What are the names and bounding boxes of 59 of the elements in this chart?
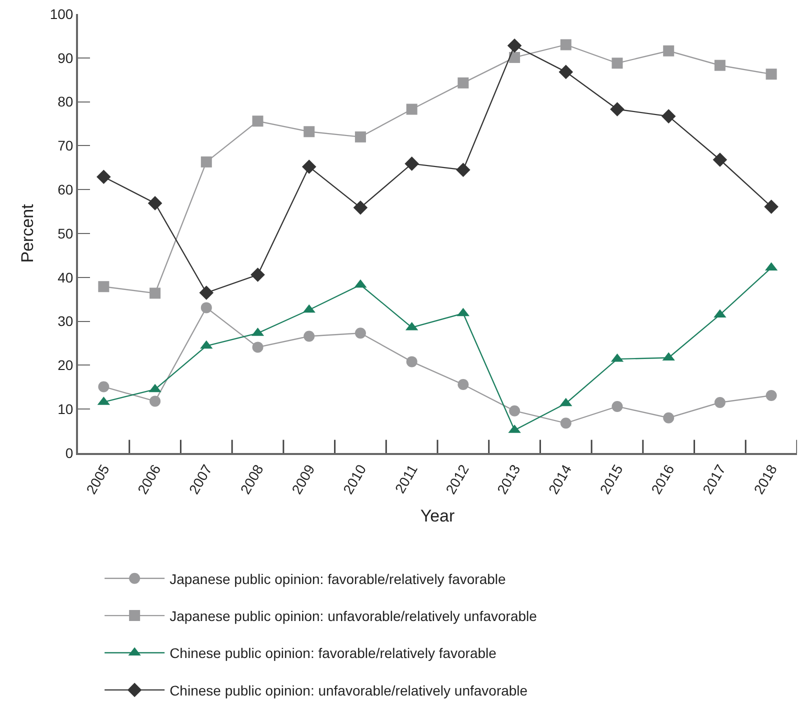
y-tick-label: 80 xyxy=(58,94,74,110)
y-tick-label: 50 xyxy=(58,225,74,242)
point xyxy=(150,396,161,407)
legend-label: Chinese public opinion: favorable/relatively favorable xyxy=(170,645,497,662)
point xyxy=(458,379,469,390)
y-tick-label: 40 xyxy=(58,269,74,286)
legend-label: Chinese public opinion: unfavorable/relatively unfavorable xyxy=(170,682,528,698)
point xyxy=(302,160,316,174)
point xyxy=(507,38,522,53)
y-tick-label: 70 xyxy=(58,138,74,154)
y-tick-label: 60 xyxy=(58,182,74,198)
point xyxy=(612,58,623,69)
point xyxy=(764,200,778,214)
point xyxy=(354,131,366,142)
point xyxy=(560,39,572,50)
y-tick-label: 90 xyxy=(58,50,74,66)
point xyxy=(509,52,520,63)
point xyxy=(458,77,469,88)
point xyxy=(252,342,264,353)
point xyxy=(456,162,470,177)
point xyxy=(406,104,418,115)
point xyxy=(304,126,315,138)
point xyxy=(509,405,520,416)
legend-label: Japanese public opinion: unfavorable/relatively unfavorable xyxy=(170,608,538,624)
point xyxy=(714,60,726,71)
point xyxy=(150,288,161,299)
point xyxy=(663,412,674,424)
point xyxy=(354,328,366,339)
point xyxy=(200,302,212,314)
point xyxy=(712,152,728,167)
point xyxy=(304,330,315,342)
y-tick-label: 10 xyxy=(58,401,74,417)
point xyxy=(353,200,368,215)
point xyxy=(612,400,623,412)
point xyxy=(252,116,264,127)
point xyxy=(200,156,212,168)
y-tick-label: 100 xyxy=(50,6,74,22)
y-tick-label: 20 xyxy=(58,357,74,374)
y-tick-label: 30 xyxy=(58,313,74,330)
y-tick-label: 0 xyxy=(65,444,74,461)
point xyxy=(250,268,265,282)
point xyxy=(406,356,418,368)
point xyxy=(610,102,624,116)
point xyxy=(404,156,419,171)
point xyxy=(199,286,214,300)
point xyxy=(766,68,777,80)
point xyxy=(560,418,572,429)
point xyxy=(98,381,110,392)
point xyxy=(663,45,674,56)
point xyxy=(558,64,574,80)
point xyxy=(98,281,110,292)
point xyxy=(714,397,726,408)
point xyxy=(148,196,162,210)
point xyxy=(96,170,111,184)
point xyxy=(661,109,676,124)
x-axis-title: Year xyxy=(420,506,456,526)
y-axis-title: Percent xyxy=(18,204,37,263)
legend-label: Japanese public opinion: favorable/relatively favorable xyxy=(170,570,506,587)
point xyxy=(766,390,777,401)
